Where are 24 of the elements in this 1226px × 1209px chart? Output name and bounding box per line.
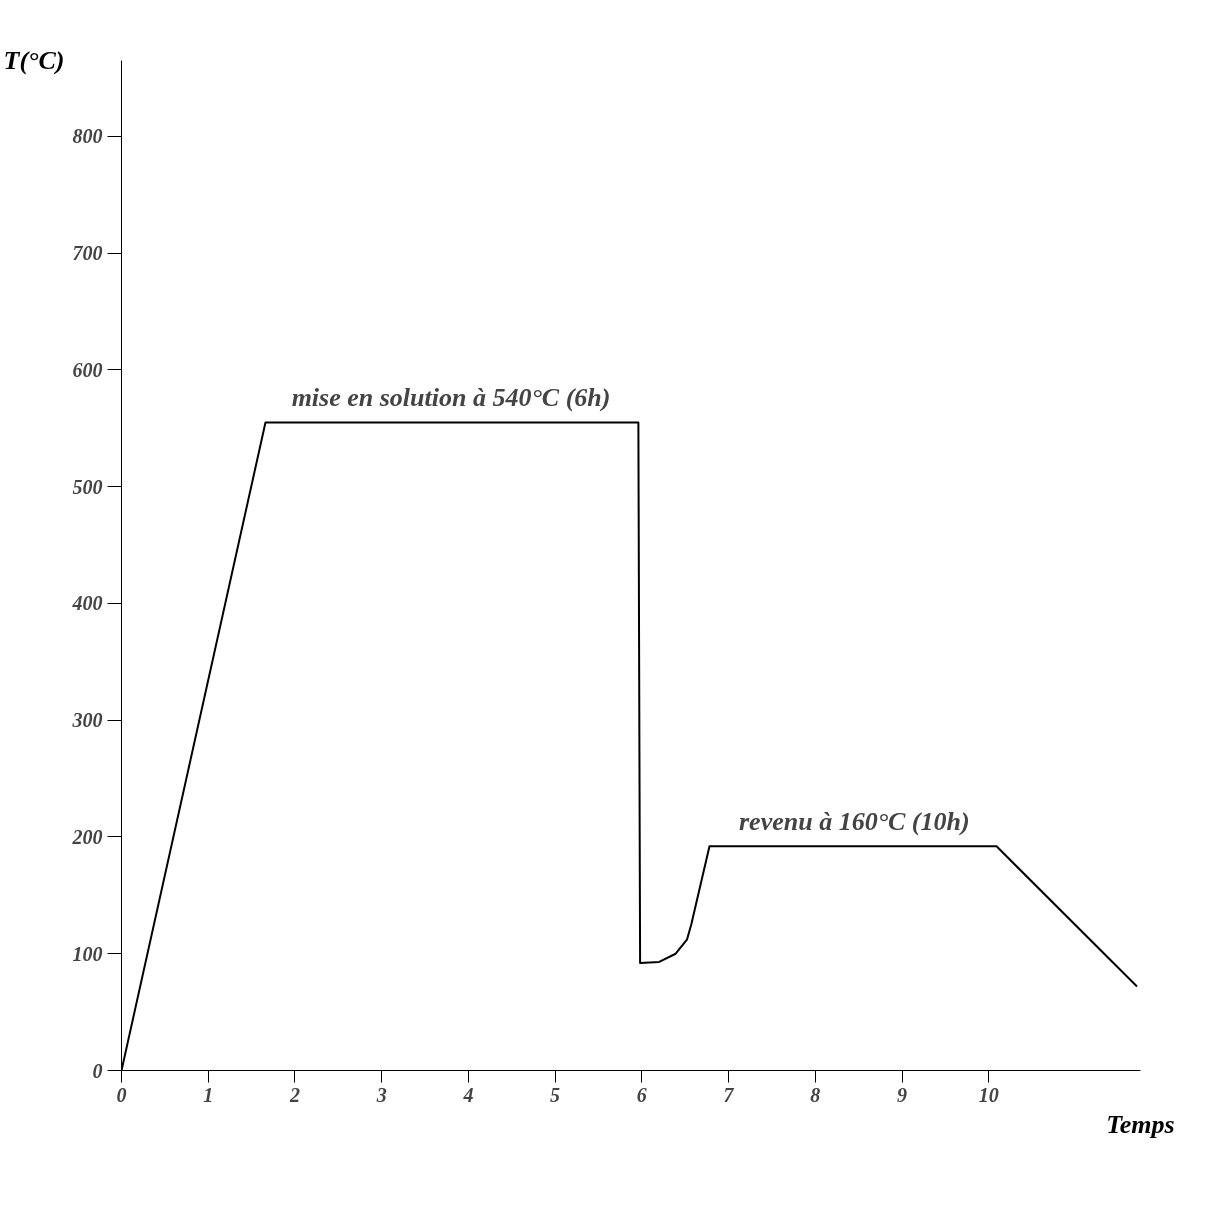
x-tick-label: 3 <box>375 1083 387 1106</box>
x-tick-label: 2 <box>288 1083 300 1106</box>
annotation: revenu à 160°C (10h) <box>738 807 970 837</box>
y-tick-label: 0 <box>92 1059 103 1082</box>
x-tick-label: 7 <box>723 1083 735 1106</box>
x-tick-label: 10 <box>978 1083 999 1106</box>
y-tick-label: 400 <box>71 592 103 615</box>
x-tick-label: 8 <box>810 1083 821 1106</box>
annotation: mise en solution à 540°C (6h) <box>291 383 611 413</box>
x-tick-label: 1 <box>203 1083 214 1106</box>
y-tick-label: 100 <box>72 942 103 965</box>
x-axis-title: Temps <box>1106 1109 1175 1139</box>
x-tick-label: 4 <box>462 1083 474 1106</box>
x-tick-label: 9 <box>897 1083 908 1106</box>
y-axis-title: T(°C) <box>3 46 65 75</box>
x-tick-label: 5 <box>550 1083 561 1106</box>
y-tick-label: 800 <box>72 125 103 148</box>
y-tick-label: 200 <box>71 825 103 848</box>
y-tick-label: 500 <box>72 475 103 498</box>
y-tick-label: 300 <box>71 709 103 732</box>
y-tick-label: 700 <box>72 242 103 265</box>
y-tick-label: 600 <box>72 358 103 381</box>
x-tick-label: 6 <box>636 1083 647 1106</box>
x-tick-label: 0 <box>116 1083 127 1106</box>
